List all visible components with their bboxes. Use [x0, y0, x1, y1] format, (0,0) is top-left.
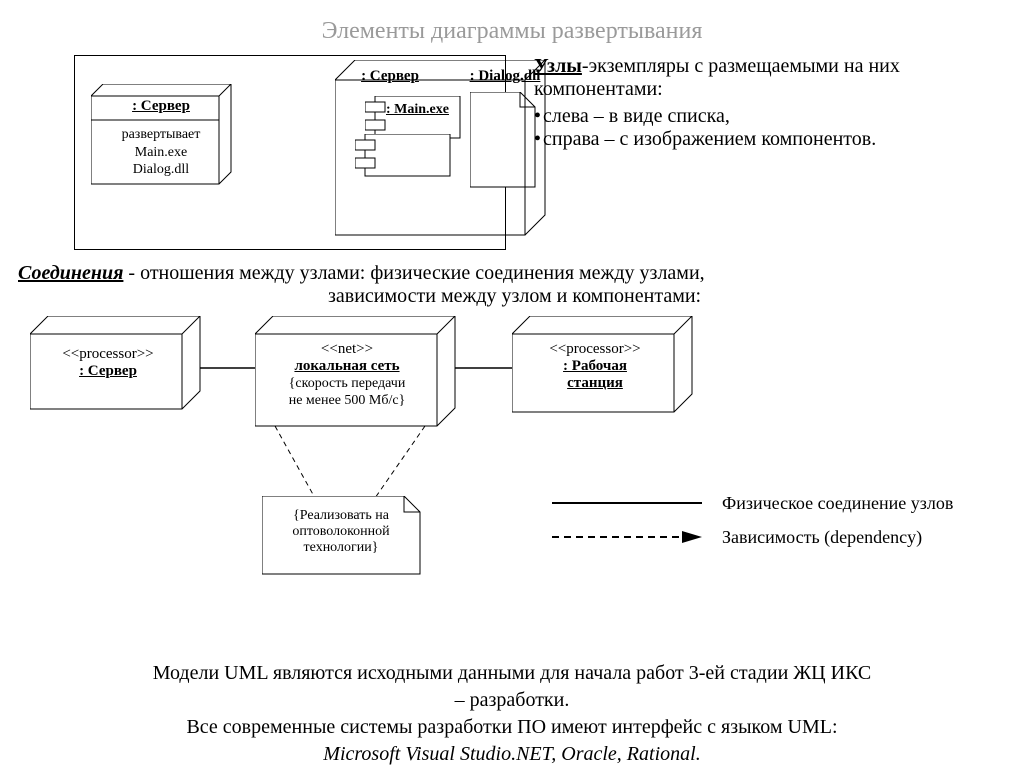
cube-net: <<net>> локальная сеть {скорость передач…: [255, 316, 455, 431]
cube-server: <<processor>> : Сервер: [30, 316, 200, 416]
node-server-list-body: развертывает Main.exe Dialog.dll: [103, 126, 219, 179]
legend-dependency: Зависимость (dependency): [552, 520, 1012, 554]
legend: Физическое соединение узлов Зависимость …: [552, 486, 1012, 554]
nodes-bullet-1: слева – в виде списка,: [534, 105, 1004, 128]
node-server-list: : Сервер развертывает Main.exe Dialog.dl…: [91, 84, 231, 189]
nodes-bullet-2: справа – с изображением компонентов.: [534, 128, 1004, 151]
legend-physical: Физическое соединение узлов: [552, 486, 1012, 520]
note-implementation: {Реализовать на оптоволоконной технологи…: [262, 496, 420, 574]
connections-heading: Соединения: [18, 262, 123, 284]
cube-workstation: <<processor>> : Рабочая станция: [512, 316, 692, 416]
bottom-paragraph: Модели UML являются исходными данными дл…: [0, 660, 1024, 768]
connections-description: Соединения - отношения между узлами: физ…: [18, 262, 1024, 308]
node-server-list-label: : Сервер: [103, 98, 219, 115]
top-diagram-frame: : Сервер развертывает Main.exe Dialog.dl…: [74, 55, 506, 250]
link-net-ws: [455, 366, 515, 370]
inner-container-3d: [335, 60, 550, 245]
nodes-description: Узлы-экземпляры с размещаемыми на них ко…: [534, 55, 1004, 250]
dependency-lines: [255, 426, 465, 506]
page-title: Элементы диаграммы развертывания: [0, 0, 1024, 45]
link-server-net: [200, 366, 260, 370]
